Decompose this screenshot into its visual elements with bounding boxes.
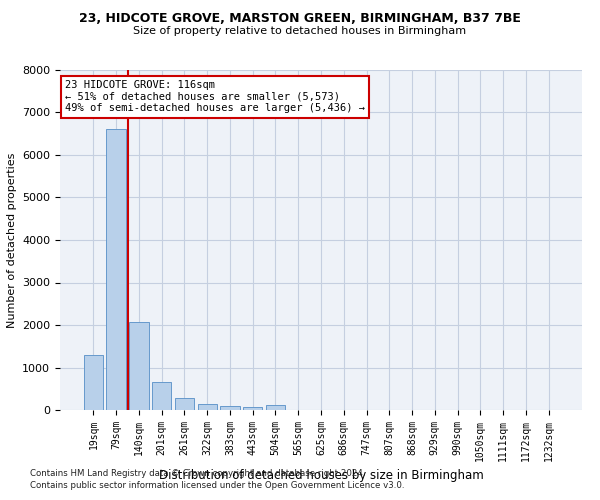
Bar	[266, 406, 285, 410]
Bar	[84, 355, 103, 410]
Bar	[152, 382, 172, 410]
Bar	[175, 398, 194, 410]
Bar	[106, 130, 126, 410]
Text: Size of property relative to detached houses in Birmingham: Size of property relative to detached ho…	[133, 26, 467, 36]
Text: 23 HIDCOTE GROVE: 116sqm
← 51% of detached houses are smaller (5,573)
49% of sem: 23 HIDCOTE GROVE: 116sqm ← 51% of detach…	[65, 80, 365, 114]
Text: Contains public sector information licensed under the Open Government Licence v3: Contains public sector information licen…	[30, 481, 404, 490]
Bar	[220, 406, 239, 410]
Bar	[129, 322, 149, 410]
Text: Contains HM Land Registry data © Crown copyright and database right 2024.: Contains HM Land Registry data © Crown c…	[30, 468, 365, 477]
Y-axis label: Number of detached properties: Number of detached properties	[7, 152, 17, 328]
Bar	[197, 404, 217, 410]
Text: 23, HIDCOTE GROVE, MARSTON GREEN, BIRMINGHAM, B37 7BE: 23, HIDCOTE GROVE, MARSTON GREEN, BIRMIN…	[79, 12, 521, 26]
Bar	[243, 406, 262, 410]
X-axis label: Distribution of detached houses by size in Birmingham: Distribution of detached houses by size …	[158, 469, 484, 482]
